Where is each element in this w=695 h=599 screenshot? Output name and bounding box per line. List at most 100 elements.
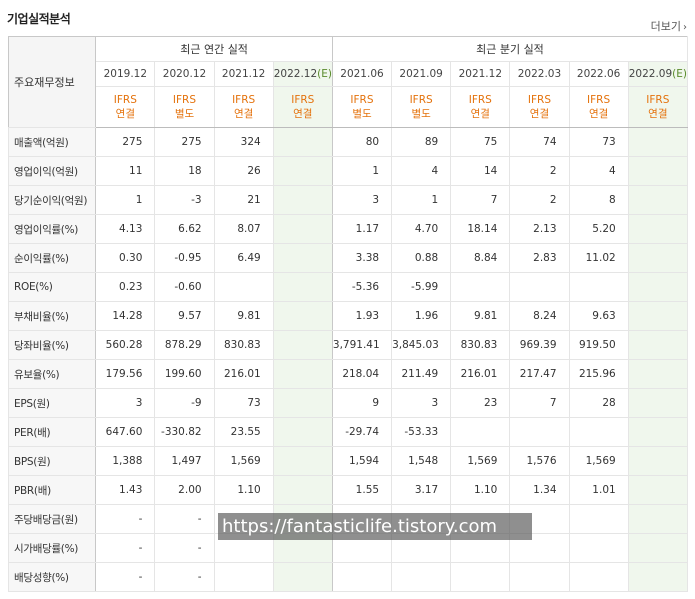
cell-annual	[272, 388, 333, 418]
cell-quarter: 3,845.03	[391, 330, 452, 360]
cell-annual: 275	[95, 127, 156, 157]
cell-quarter	[391, 562, 452, 592]
header-row-basis: IFRS 연결 IFRS 별도 IFRS 연결 IFRS 연결 IFRS 별도 IFRS 별도 IFRS…	[9, 86, 689, 128]
period-quarter: 2022.03	[509, 61, 570, 87]
cell-annual: 1,388	[95, 446, 156, 476]
annual-group-label: 최근 연간 실적	[95, 36, 333, 62]
cell-annual: 2.00	[154, 475, 215, 505]
cell-annual: 9.57	[154, 301, 215, 331]
period-quarter: 2021.12	[450, 61, 511, 87]
cell-quarter	[627, 475, 689, 505]
basis-scope: 연결	[648, 108, 668, 120]
basis-scope: 연결	[470, 108, 490, 120]
cell-quarter: 4	[568, 156, 629, 186]
cell-quarter	[331, 562, 393, 592]
cell-quarter: 2	[509, 156, 570, 186]
table-row: 순이익률(%) 0.30 -0.95 6.49 3.38 0.88 8.84 2.83 11.0…	[7, 243, 689, 273]
basis-standard: IFRS	[172, 94, 197, 106]
cell-quarter	[450, 417, 511, 447]
basis-standard: IFRS	[468, 94, 492, 106]
period-date: 2022.09	[628, 68, 673, 80]
basis-standard: IFRS	[646, 94, 670, 106]
cell-quarter	[627, 330, 689, 360]
cell-quarter	[627, 446, 689, 476]
table-row: 배당성향(%) - -	[7, 562, 689, 592]
basis-scope: 연결	[115, 108, 135, 120]
header-row-groups: 주요재무정보 최근 연간 실적 최근 분기 실적	[7, 36, 689, 128]
cell-quarter: -29.74	[331, 417, 393, 447]
cell-annual: 647.60	[95, 417, 156, 447]
cell-quarter: 89	[391, 127, 452, 157]
cell-quarter	[568, 533, 629, 563]
cell-quarter: 1	[331, 156, 393, 186]
cell-quarter: 80	[331, 127, 393, 157]
cell-quarter: 1,548	[391, 446, 452, 476]
table-row: 영업이익률(%) 4.13 6.62 8.07 1.17 4.70 18.14 2.13 5.2…	[7, 214, 689, 244]
basis-standard: IFRS	[527, 94, 551, 106]
cell-quarter: 9.63	[568, 301, 629, 331]
basis-scope: 별도	[174, 108, 195, 120]
cell-annual	[272, 214, 333, 244]
cell-quarter	[509, 562, 570, 592]
cell-annual: 23.55	[213, 417, 274, 447]
cell-quarter	[627, 388, 689, 418]
cell-quarter: 28	[568, 388, 629, 418]
basis-annual: IFRS 연결	[272, 86, 333, 128]
basis-standard: IFRS	[350, 94, 374, 106]
cell-annual: 4.13	[95, 214, 156, 244]
cell-quarter: 18.14	[450, 214, 511, 244]
cell-quarter: 3	[391, 388, 452, 418]
period-quarter: 2022.06	[568, 61, 629, 87]
header-row-periods: 2019.12 2020.12 2021.12 2022.12(E) 2021.06 20…	[9, 61, 689, 87]
cell-quarter	[627, 185, 689, 215]
cell-annual: 1.10	[213, 475, 274, 505]
cell-quarter: 1,594	[331, 446, 393, 476]
basis-annual: IFRS 연결	[95, 86, 156, 128]
cell-annual: 11	[95, 156, 156, 186]
cell-quarter	[627, 562, 689, 592]
period-date: 2022.12	[273, 68, 318, 80]
cell-quarter: 75	[450, 127, 511, 157]
table-row: PER(배) 647.60 -330.82 23.55 -29.74 -53.33	[7, 417, 689, 447]
table-row: 부채비율(%) 14.28 9.57 9.81 1.93 1.96 9.81 8.24 9.63	[7, 301, 689, 331]
cell-quarter: 3.38	[331, 243, 393, 273]
cell-annual: 179.56	[95, 359, 156, 389]
cell-annual	[272, 127, 333, 157]
cell-annual	[272, 243, 333, 273]
cell-annual: 21	[213, 185, 274, 215]
basis-scope: 연결	[293, 108, 313, 120]
row-label: 당기순이익(억원)	[7, 185, 97, 215]
cell-annual: -330.82	[154, 417, 215, 447]
cell-quarter: 1.96	[391, 301, 452, 331]
cell-annual: -	[154, 562, 215, 592]
period-annual: 2022.12(E)	[272, 61, 333, 87]
cell-annual: -	[154, 504, 215, 534]
cell-annual: 73	[213, 388, 274, 418]
cell-quarter: 4	[391, 156, 452, 186]
cell-quarter: 1.34	[509, 475, 570, 505]
cell-quarter: 2.13	[509, 214, 570, 244]
table-row: 당좌비율(%) 560.28 878.29 830.83 3,791.41 3,845.0…	[7, 330, 689, 360]
cell-quarter: 1	[391, 185, 452, 215]
cell-annual: -	[95, 562, 156, 592]
cell-quarter: 4.70	[391, 214, 452, 244]
table-row: EPS(원) 3 -9 73 9 3 23 7 28	[7, 388, 689, 418]
row-label: EPS(원)	[7, 388, 97, 418]
cell-quarter: -53.33	[391, 417, 452, 447]
cell-quarter	[450, 272, 511, 302]
more-link[interactable]: 더보기 ›	[651, 18, 687, 34]
cell-quarter: 2.83	[509, 243, 570, 273]
cell-quarter: 23	[450, 388, 511, 418]
cell-quarter	[568, 562, 629, 592]
basis-scope: 연결	[233, 108, 254, 120]
cell-quarter: 1.17	[331, 214, 393, 244]
cell-annual	[213, 272, 274, 302]
row-label: 부채비율(%)	[7, 301, 97, 331]
table-row: ROE(%) 0.23 -0.60 -5.36 -5.99	[7, 272, 689, 302]
table-row: PBR(배) 1.43 2.00 1.10 1.55 3.17 1.10 1.34 1.01	[7, 475, 689, 505]
cell-annual	[272, 330, 333, 360]
basis-quarter: IFRS 연결	[568, 86, 629, 128]
cell-annual: 1	[95, 185, 156, 215]
cell-annual: 1,569	[213, 446, 274, 476]
cell-annual: 14.28	[95, 301, 156, 331]
